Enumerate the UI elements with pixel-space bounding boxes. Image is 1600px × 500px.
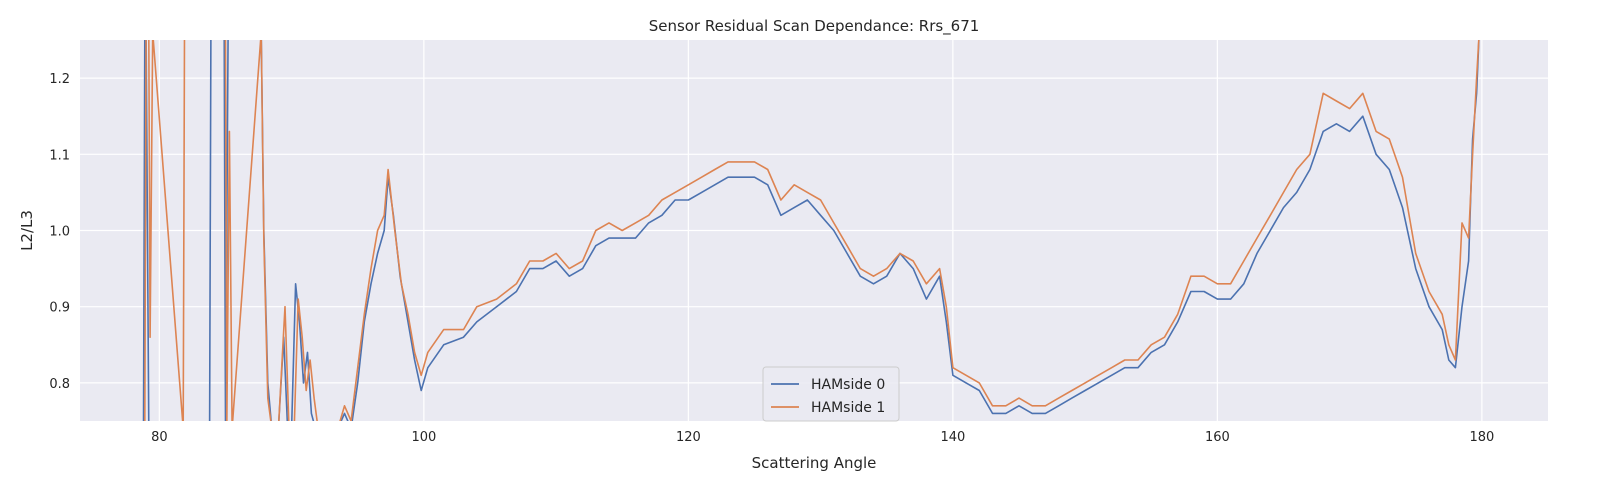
x-tick-label: 120 [676,430,701,445]
legend-label: HAMside 1 [811,400,885,416]
x-tick-label: 160 [1205,430,1230,445]
x-axis-label: Scattering Angle [752,454,877,472]
x-tick-label: 180 [1469,430,1494,445]
chart-title: Sensor Residual Scan Dependance: Rrs_671 [649,17,980,36]
series-line-hamside-1 [144,40,1480,421]
x-tick-label: 140 [940,430,965,445]
y-axis-label: L2/L3 [18,210,36,251]
legend-label: HAMside 0 [811,377,885,393]
y-tick-label: 1.1 [49,148,70,163]
series-layer [142,40,1480,421]
grid [80,40,1548,421]
y-tick-label: 1.0 [49,225,70,240]
y-tick-label: 0.8 [49,377,70,392]
tick-labels: 80 100 120 140 160 180 0.8 0.9 1.0 1.1 1.2 [49,72,1494,445]
y-tick-label: 0.9 [49,301,70,316]
legend: HAMside 0 HAMside 1 [762,366,900,422]
x-tick-label: 100 [411,430,436,445]
series-line-hamside-0 [142,40,1480,421]
x-tick-label: 80 [151,430,168,445]
y-tick-label: 1.2 [49,72,70,87]
